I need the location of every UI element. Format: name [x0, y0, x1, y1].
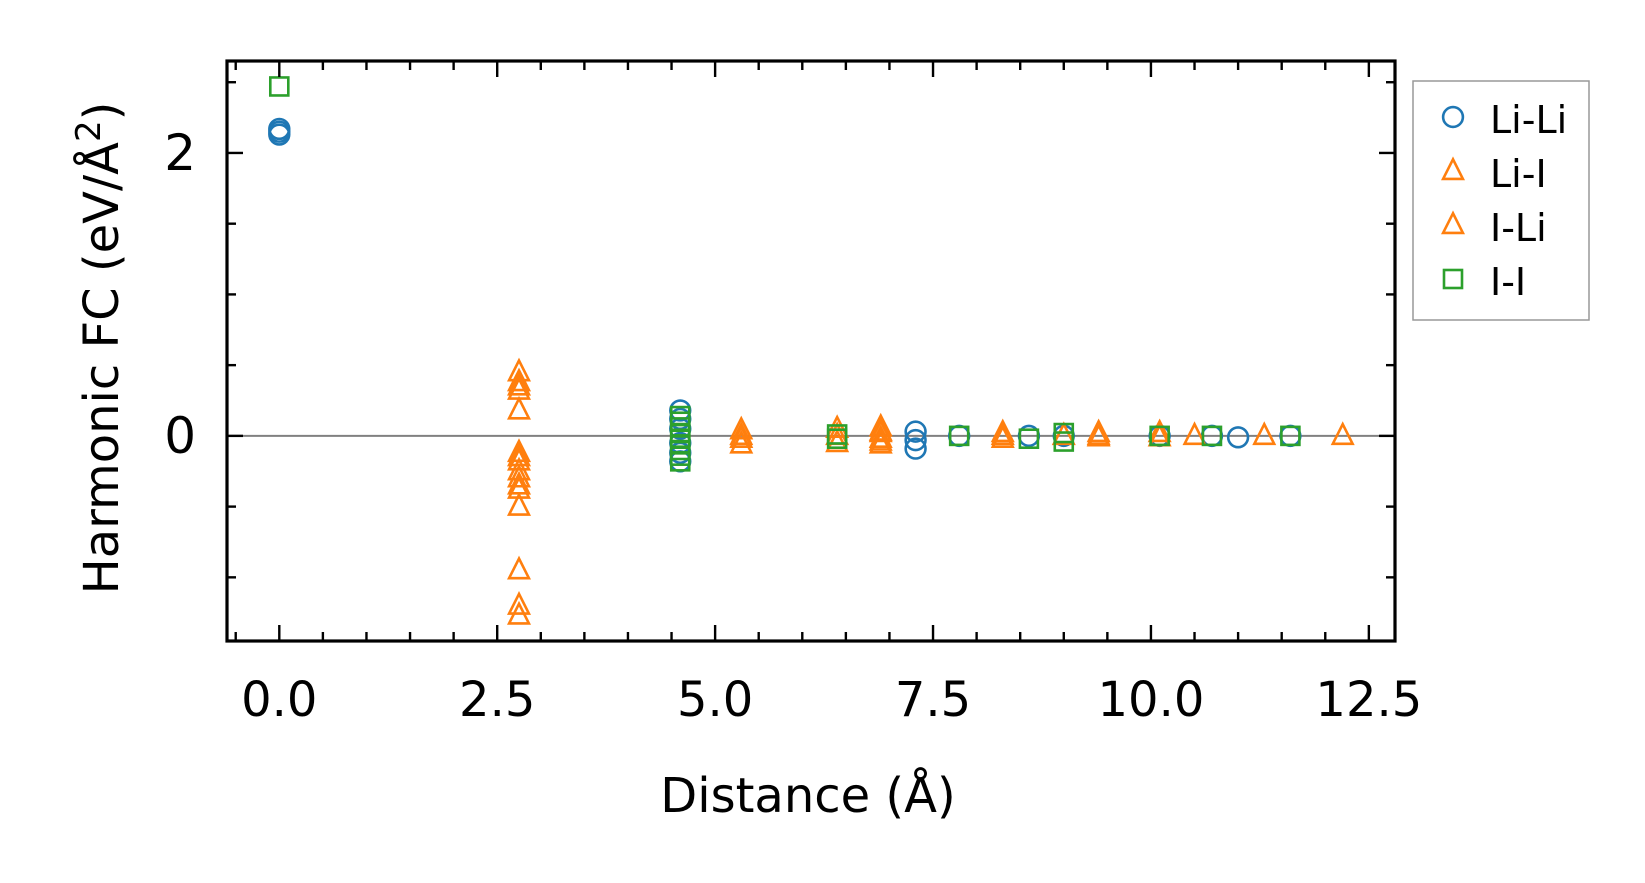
data-point-triangle: [729, 415, 754, 440]
data-point-triangle: [1086, 421, 1111, 446]
data-point-triangle: [506, 475, 532, 499]
data-point-triangle: [868, 426, 893, 451]
legend-box: [1412, 80, 1590, 321]
data-point-triangle: [506, 591, 532, 615]
data-point-square: [1053, 431, 1075, 452]
data-point-circle: [1226, 426, 1250, 449]
legend-marker-triangle: [1440, 156, 1466, 181]
series-i-li: [506, 371, 1172, 499]
data-point-square: [1280, 425, 1301, 447]
data-point-square: [826, 428, 848, 450]
x-tick-label: 7.5: [895, 672, 971, 728]
axis-ticks: [227, 61, 1395, 641]
y-axis-label-main: Harmonic FC (eV/Å: [73, 142, 130, 595]
data-point-triangle: [506, 600, 532, 625]
data-point-triangle: [1330, 421, 1355, 446]
data-point-triangle: [506, 555, 532, 580]
legend-label: Li-I: [1490, 152, 1547, 196]
legend-label: Li-Li: [1490, 98, 1567, 142]
x-axis-label: Distance (Å): [660, 767, 955, 824]
data-point-square: [948, 425, 970, 447]
y-tick-label: 2: [164, 124, 196, 182]
data-point-triangle: [506, 371, 532, 396]
data-point-triangle: [729, 429, 754, 454]
data-point-triangle: [1182, 421, 1207, 446]
x-tick-label: 2.5: [459, 672, 535, 728]
data-point-triangle: [990, 421, 1015, 446]
data-point-triangle: [506, 492, 532, 516]
data-points-layer: [268, 76, 1355, 625]
y-tick-label: 0: [164, 407, 196, 465]
legend: Li-Li Li-I I-Li I-I: [1412, 80, 1590, 321]
legend-label: I-Li: [1490, 206, 1547, 250]
series-li-i: [506, 357, 1355, 625]
data-point-triangle: [1147, 418, 1172, 443]
data-point-circle: [904, 428, 927, 452]
data-point-triangle: [1252, 421, 1277, 446]
series-li-li: [268, 117, 1302, 473]
x-tick-label: 0.0: [241, 672, 317, 728]
data-point-circle: [268, 117, 291, 141]
data-point-square: [1201, 425, 1223, 447]
data-point-circle: [904, 420, 927, 443]
x-tick-label: 10.0: [1098, 672, 1205, 728]
y-axis-label: Harmonic FC (eV/Å2): [69, 102, 130, 595]
data-point-triangle: [729, 421, 754, 446]
legend-label: I-I: [1490, 260, 1526, 304]
plot-frame: [225, 59, 1397, 643]
series-i-i: [268, 76, 1301, 472]
data-point-triangle: [506, 367, 532, 392]
data-point-triangle: [825, 414, 850, 439]
legend-marker-circle: [1441, 105, 1465, 129]
tick-labels: 0.0 2.5 5.0 7.5 10.0 12.5 0 2: [164, 124, 1422, 728]
data-point-circle: [904, 437, 927, 460]
legend-marker-square: [1442, 268, 1464, 290]
data-point-triangle: [506, 463, 532, 488]
data-point-triangle: [1051, 421, 1076, 446]
x-tick-label: 5.0: [677, 672, 753, 728]
data-point-square: [1149, 425, 1170, 447]
data-point-triangle: [825, 428, 850, 453]
data-point-triangle: [868, 417, 893, 441]
data-point-square: [669, 451, 691, 472]
y-axis-label-superscript: 2: [69, 120, 109, 142]
legend-marker-triangle: [1440, 210, 1466, 235]
data-point-triangle: [506, 395, 532, 420]
x-tick-label: 12.5: [1315, 672, 1422, 728]
data-point-circle: [268, 123, 291, 146]
data-point-square: [268, 76, 290, 97]
y-axis-label-close: ): [74, 102, 130, 121]
data-point-square: [1018, 428, 1040, 450]
